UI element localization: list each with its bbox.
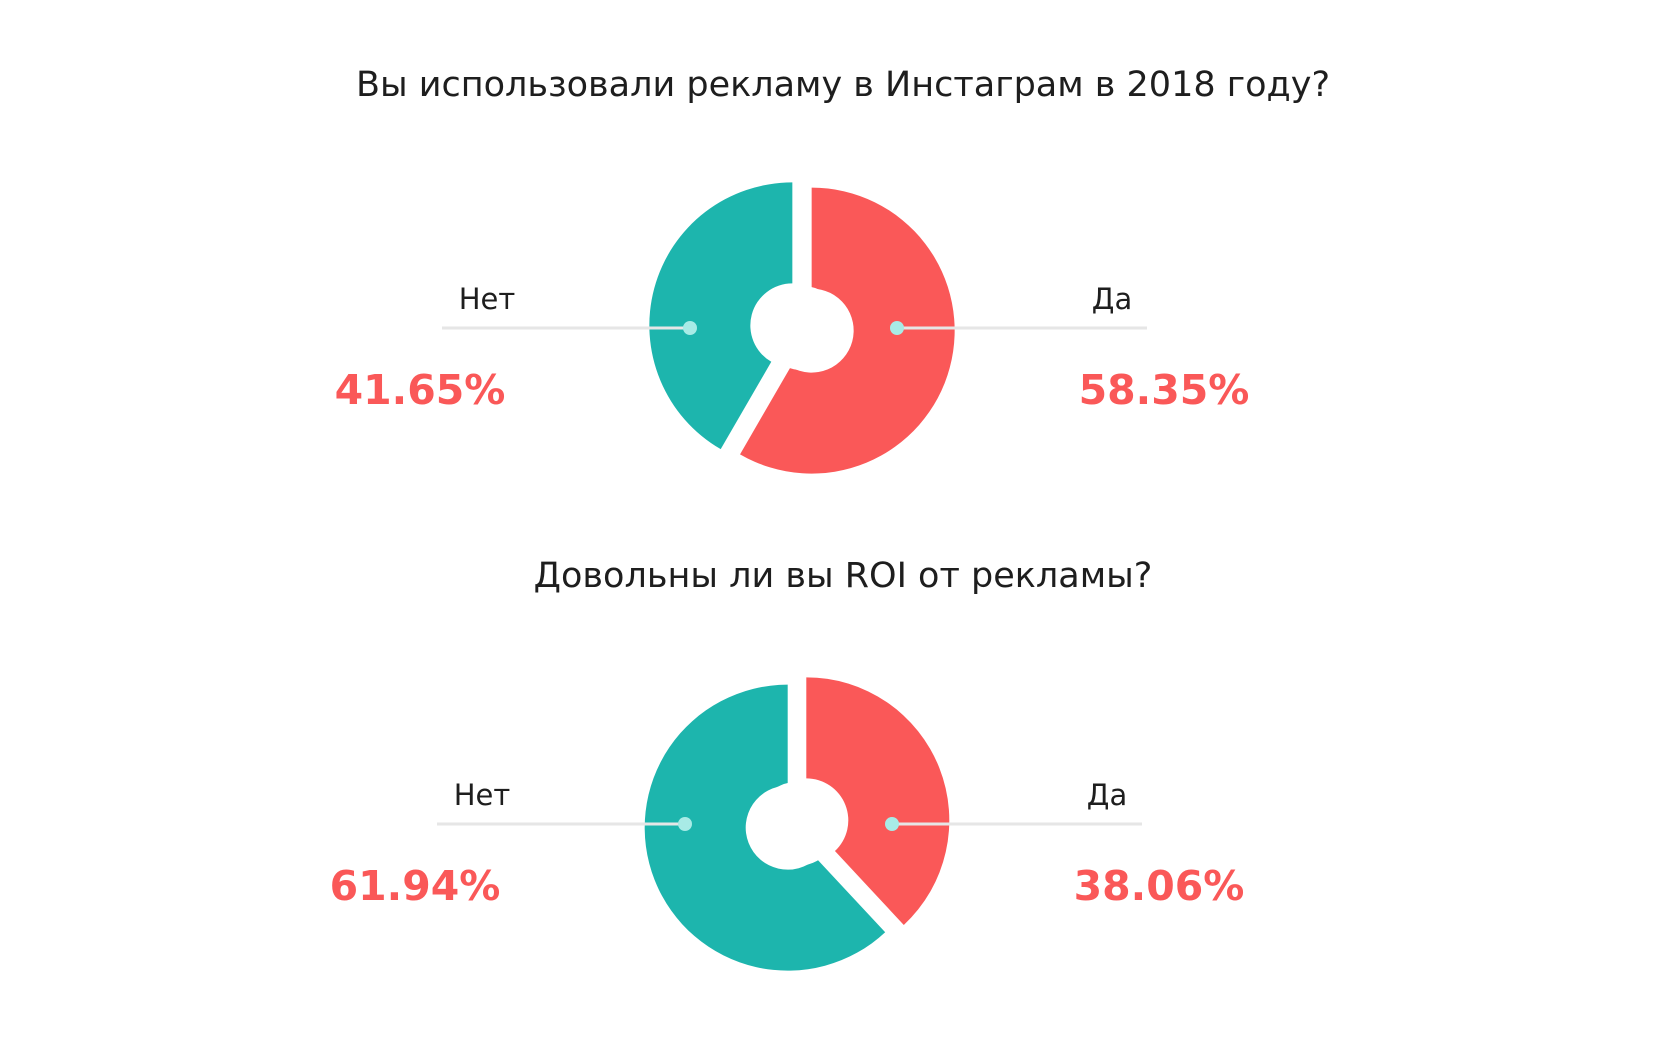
leader-dot (890, 321, 904, 335)
category-label: Да (1087, 778, 1127, 812)
value-label: 58.35% (1079, 366, 1250, 414)
leader-dot (678, 817, 692, 831)
pie-hole (760, 286, 844, 370)
leader-dot (683, 321, 697, 335)
chart-title: Довольны ли вы ROI от рекламы? (534, 556, 1153, 596)
chart-title: Вы использовали рекламу в Инстаграм в 20… (356, 65, 1330, 105)
category-label: Нет (459, 282, 516, 316)
pie-chart: Довольны ли вы ROI от рекламы? Да 38.06% Не… (330, 556, 1245, 971)
value-label: 61.94% (330, 862, 501, 910)
category-label: Да (1092, 282, 1132, 316)
value-label: 41.65% (335, 366, 506, 414)
pie-slice (740, 187, 955, 474)
pie-slice (806, 677, 950, 925)
category-label: Нет (454, 778, 511, 812)
pie-chart: Вы использовали рекламу в Инстаграм в 20… (335, 65, 1330, 474)
pie-slice (644, 684, 886, 971)
value-label: 38.06% (1074, 862, 1245, 910)
pie-slice (649, 182, 793, 450)
pie-hole (755, 782, 839, 866)
leader-dot (885, 817, 899, 831)
